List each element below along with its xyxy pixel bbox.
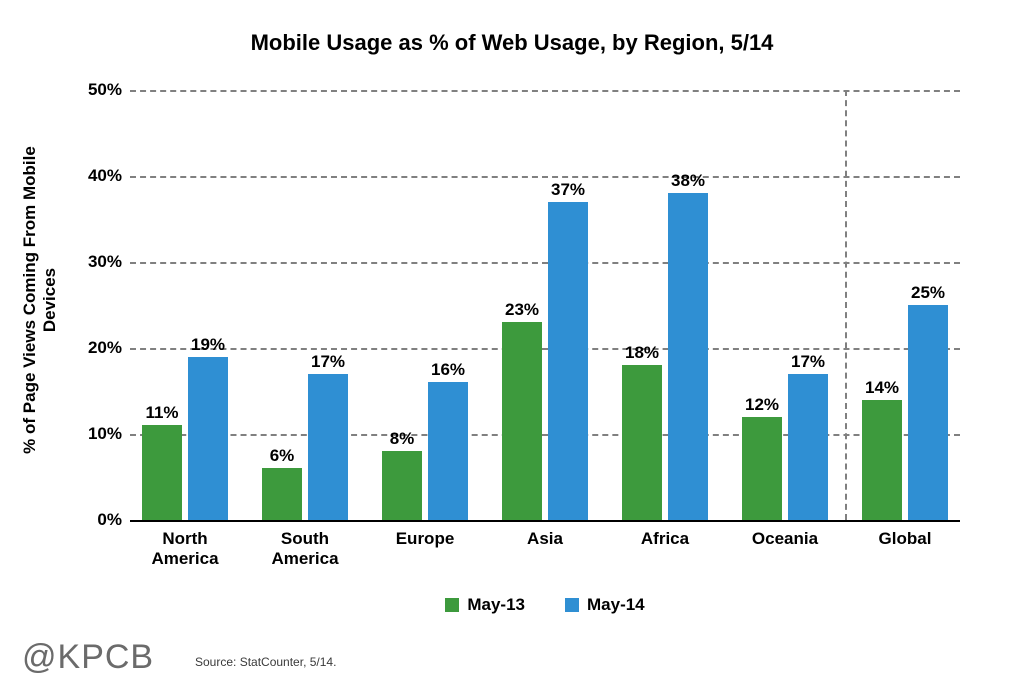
y-tick: 10%	[88, 424, 122, 444]
legend-swatch	[565, 598, 579, 612]
bar	[742, 417, 782, 520]
category-label: South America	[271, 529, 338, 569]
bar	[862, 400, 902, 520]
footer-logo: @KPCB	[22, 638, 154, 677]
bar	[668, 193, 708, 520]
bar	[188, 357, 228, 520]
bar	[622, 365, 662, 520]
y-tick: 20%	[88, 338, 122, 358]
bar-value-label: 17%	[791, 352, 825, 372]
bar	[428, 382, 468, 520]
bar-value-label: 12%	[745, 395, 779, 415]
chart-title: Mobile Usage as % of Web Usage, by Regio…	[0, 30, 1024, 56]
y-tick: 50%	[88, 80, 122, 100]
y-tick: 0%	[97, 510, 122, 530]
bar	[308, 374, 348, 520]
bar	[502, 322, 542, 520]
bar-value-label: 14%	[865, 378, 899, 398]
bar-value-label: 23%	[505, 300, 539, 320]
chart-plot-area: 11% 19% 6% 17% 8% 16% 23% 37% 18% 38% 12% 17% 14% 25%	[130, 90, 960, 520]
bar	[908, 305, 948, 520]
y-tick-labels: 0%10%20%30%40%50%	[0, 90, 130, 520]
category-label: Oceania	[752, 529, 818, 549]
y-tick: 40%	[88, 166, 122, 186]
bar	[548, 202, 588, 520]
bar-value-label: 16%	[431, 360, 465, 380]
bar-value-label: 38%	[671, 171, 705, 191]
group-separator	[845, 90, 847, 520]
legend-label: May-13	[467, 595, 525, 615]
bar-value-label: 8%	[390, 429, 415, 449]
bar	[382, 451, 422, 520]
legend-swatch	[445, 598, 459, 612]
bar-value-label: 11%	[145, 403, 178, 423]
category-label: North America	[151, 529, 218, 569]
y-tick: 30%	[88, 252, 122, 272]
chart-legend: May-13 May-14	[130, 595, 960, 617]
legend-label: May-14	[587, 595, 645, 615]
bar-value-label: 37%	[551, 180, 585, 200]
legend-item: May-13	[445, 595, 525, 615]
footer-source: Source: StatCounter, 5/14.	[195, 655, 336, 669]
bar	[262, 468, 302, 520]
bar-value-label: 6%	[270, 446, 295, 466]
bar-value-label: 25%	[911, 283, 945, 303]
bar-value-label: 19%	[191, 335, 225, 355]
bar-value-label: 18%	[625, 343, 659, 363]
bar	[142, 425, 182, 520]
bar	[788, 374, 828, 520]
category-label: Africa	[641, 529, 689, 549]
category-label: Europe	[396, 529, 455, 549]
category-label: Global	[879, 529, 932, 549]
legend-item: May-14	[565, 595, 645, 615]
category-label: Asia	[527, 529, 563, 549]
bar-value-label: 17%	[311, 352, 345, 372]
